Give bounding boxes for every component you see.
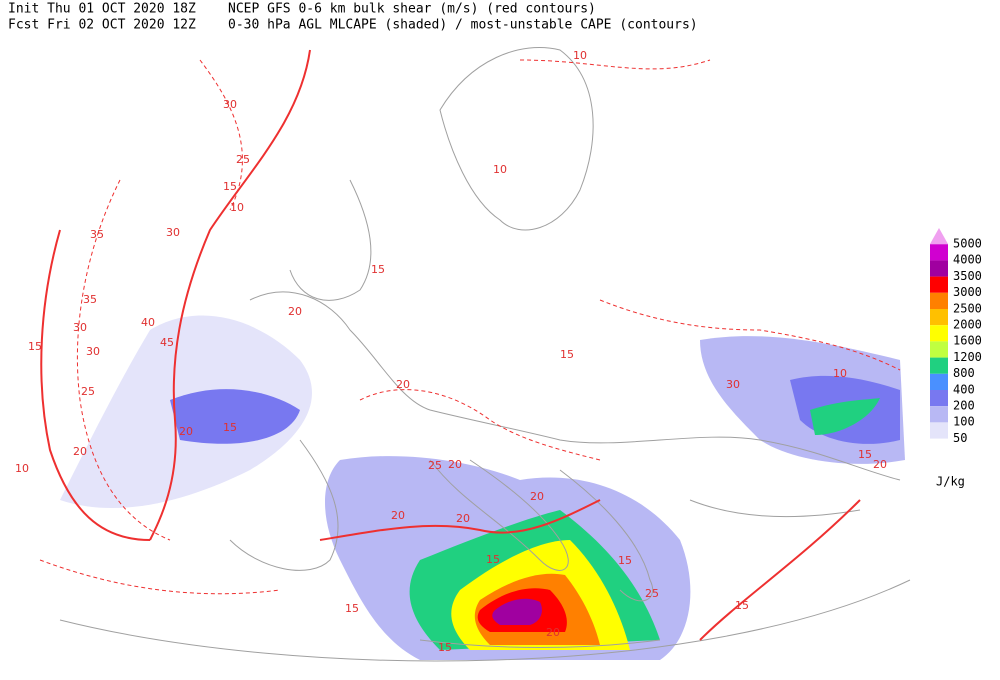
legend-label: 1200 <box>953 350 982 364</box>
cape-shading <box>60 315 905 660</box>
legend: 5000 4000 3500 3000 2500 2000 1600 1200 800 400 20… <box>930 228 982 489</box>
contour-label: 20 <box>73 445 87 458</box>
contour-label: 20 <box>288 305 302 318</box>
contour-label: 20 <box>391 509 405 522</box>
contour-label: 10 <box>493 163 507 176</box>
contour-label: 15 <box>560 348 574 361</box>
legend-swatch <box>930 390 948 407</box>
contour-label: 25 <box>236 153 250 166</box>
contour-label: 10 <box>230 201 244 214</box>
legend-swatch <box>930 276 948 293</box>
contour-label: 15 <box>223 421 237 434</box>
contour-label: 35 <box>90 228 104 241</box>
contour-label: 30 <box>166 226 180 239</box>
legend-label: 5000 <box>953 237 982 251</box>
contour-label: 45 <box>160 336 174 349</box>
legend-label: 400 <box>953 382 975 396</box>
legend-swatch <box>930 244 948 261</box>
contour-label: 20 <box>396 378 410 391</box>
contour-label: 15 <box>858 448 872 461</box>
coastlines <box>59 47 911 662</box>
contour-label: 20 <box>179 425 193 438</box>
contour-label: 15 <box>735 599 749 612</box>
contour-label: 30 <box>86 345 100 358</box>
legend-swatch <box>930 357 948 374</box>
legend-label: 3500 <box>953 269 982 283</box>
legend-label: 800 <box>953 366 975 380</box>
legend-label: 4000 <box>953 253 982 267</box>
contour-label: 20 <box>448 458 462 471</box>
legend-label: 2500 <box>953 301 982 315</box>
legend-unit: J/kg <box>936 475 965 489</box>
contour-label: 25 <box>428 459 442 472</box>
contour-label: 30 <box>223 98 237 111</box>
contour-label: 20 <box>530 490 544 503</box>
contour-label: 30 <box>73 321 87 334</box>
contour-label: 15 <box>438 641 452 654</box>
contour-label: 10 <box>15 462 29 475</box>
legend-label: 2000 <box>953 318 982 332</box>
legend-swatch <box>930 325 948 342</box>
legend-label: 1600 <box>953 334 982 348</box>
legend-label: 200 <box>953 399 975 413</box>
title-line-2: 0-30 hPa AGL MLCAPE (shaded) / most-unst… <box>228 18 698 33</box>
contour-label: 10 <box>573 49 587 62</box>
contour-label: 20 <box>456 512 470 525</box>
contour-label: 25 <box>81 385 95 398</box>
contour-label: 15 <box>28 340 42 353</box>
init-time: Init Thu 01 OCT 2020 18Z <box>8 2 196 17</box>
forecast-time: Fcst Fri 02 OCT 2020 12Z <box>8 18 196 33</box>
contour-label: 15 <box>486 553 500 566</box>
contour-label: 20 <box>546 626 560 639</box>
legend-swatch <box>930 373 948 390</box>
contour-label: 15 <box>345 602 359 615</box>
legend-swatch <box>930 292 948 309</box>
contour-label: 35 <box>83 293 97 306</box>
legend-swatch <box>930 341 948 358</box>
contour-label: 10 <box>833 367 847 380</box>
legend-swatch <box>930 309 948 326</box>
contour-label: 30 <box>726 378 740 391</box>
contour-label: 40 <box>141 316 155 329</box>
legend-swatch <box>930 406 948 423</box>
contour-label: 20 <box>873 458 887 471</box>
legend-label: 100 <box>953 415 975 429</box>
legend-swatch <box>930 260 948 277</box>
title-line-1: NCEP GFS 0-6 km bulk shear (m/s) (red co… <box>228 2 596 17</box>
contour-label: 15 <box>618 554 632 567</box>
shear-contours <box>39 49 901 641</box>
legend-swatch <box>930 422 948 439</box>
legend-swatch <box>930 228 948 244</box>
contour-label: 25 <box>645 587 659 600</box>
contour-label: 15 <box>223 180 237 193</box>
legend-label: 3000 <box>953 285 982 299</box>
contour-label: 15 <box>371 263 385 276</box>
legend-label: 50 <box>953 431 967 445</box>
